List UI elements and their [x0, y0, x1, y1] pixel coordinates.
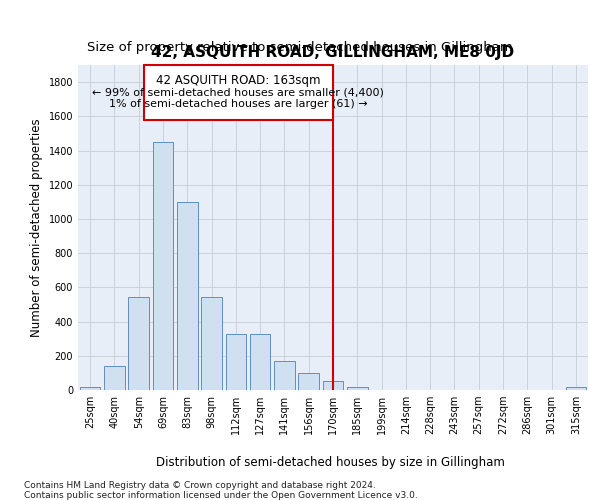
Bar	[128, 297, 149, 390]
Text: 1% of semi-detached houses are larger (61) →: 1% of semi-detached houses are larger (6…	[109, 99, 368, 109]
Text: 42 ASQUITH ROAD: 163sqm: 42 ASQUITH ROAD: 163sqm	[156, 74, 320, 88]
Bar	[152, 142, 173, 390]
Bar	[250, 334, 271, 390]
Text: ← 99% of semi-detached houses are smaller (4,400): ← 99% of semi-detached houses are smalle…	[92, 87, 384, 97]
Bar	[347, 387, 368, 390]
Bar	[177, 202, 197, 390]
Text: Contains public sector information licensed under the Open Government Licence v3: Contains public sector information licen…	[24, 490, 418, 500]
Text: Contains HM Land Registry data © Crown copyright and database right 2024.: Contains HM Land Registry data © Crown c…	[24, 482, 376, 490]
Bar	[566, 388, 586, 390]
Bar	[104, 366, 125, 390]
Y-axis label: Number of semi-detached properties: Number of semi-detached properties	[30, 118, 43, 337]
FancyBboxPatch shape	[143, 65, 333, 120]
Bar	[298, 373, 319, 390]
Bar	[274, 361, 295, 390]
Text: Size of property relative to semi-detached houses in Gillingham: Size of property relative to semi-detach…	[87, 41, 513, 54]
Bar	[323, 382, 343, 390]
Bar	[201, 297, 222, 390]
Bar	[80, 386, 100, 390]
Bar	[226, 334, 246, 390]
Title: 42, ASQUITH ROAD, GILLINGHAM, ME8 0JD: 42, ASQUITH ROAD, GILLINGHAM, ME8 0JD	[151, 44, 515, 60]
Text: Distribution of semi-detached houses by size in Gillingham: Distribution of semi-detached houses by …	[155, 456, 505, 469]
